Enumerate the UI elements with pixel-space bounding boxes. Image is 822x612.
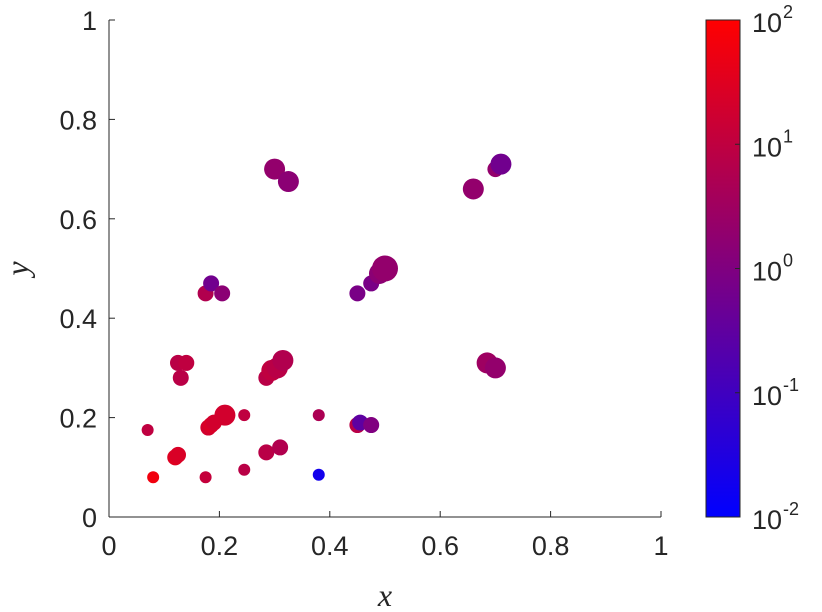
colorbar-tick-label: 100 [752,251,793,287]
scatter-point [264,158,286,180]
scatter-point [272,349,294,371]
colorbar-gradient [705,19,741,518]
scatter-point [178,354,195,371]
y-axis-ticks: 0 0.2 0.4 0.6 0.8 1 [59,6,115,533]
scatter-point [238,463,251,476]
x-tick-label: 0.8 [532,531,570,561]
colorbar-tick-label: 102 [752,2,793,38]
scatter-point [172,369,189,386]
y-tick-label: 0.6 [59,205,97,235]
scatter-point [214,285,231,302]
colorbar-tick-label: 10-2 [752,499,799,535]
scatter-point [214,404,236,426]
y-tick-label: 1 [82,6,97,36]
scatter-point [147,471,160,484]
colorbar-tick-exponent: -2 [783,499,799,519]
x-axis-label: x [377,577,392,612]
scatter-point [363,417,380,434]
scatter-points [141,153,512,484]
scatter-point [372,255,398,282]
colorbar-tick-label: 101 [752,126,793,162]
y-tick-label: 0.4 [59,304,97,334]
colorbar-tick-base: 10 [752,381,782,411]
colorbar-tick-exponent: 2 [783,2,793,22]
scatter-point [490,153,512,175]
scatter-point [312,409,325,422]
scatter-point [272,439,289,456]
y-tick-label: 0.8 [59,105,97,135]
scatter-point [462,178,484,200]
scatter-point [349,285,366,302]
x-tick-label: 0 [101,531,116,561]
scatter-point [170,446,186,463]
colorbar-tick-base: 10 [752,8,782,38]
scatter-point [258,444,275,461]
scatter-point [203,275,220,292]
scatter-point [199,471,212,484]
colorbar-tick-label: 10-1 [752,375,799,411]
x-tick-label: 0.4 [311,531,349,561]
y-tick-label: 0 [82,503,97,533]
colorbar-tick-exponent: 1 [783,126,793,146]
y-axis-label: y [0,261,35,279]
colorbar-tick-exponent: 0 [783,251,793,271]
y-tick-label: 0.2 [59,404,97,434]
scatter-point [312,468,325,481]
scatter-point [141,424,154,437]
colorbar-tick-exponent: -1 [783,375,799,395]
colorbar-tick-base: 10 [752,505,782,535]
x-axis-ticks: 0 0.2 0.4 0.6 0.8 1 [101,511,669,561]
scatter-point [277,171,299,193]
scatter-point [484,357,506,379]
x-tick-label: 0.2 [201,531,239,561]
x-tick-label: 1 [653,531,668,561]
x-tick-label: 0.6 [421,531,459,561]
colorbar-tick-base: 10 [752,132,782,162]
scatter-point [238,409,251,422]
colorbar-tick-base: 10 [752,257,782,287]
